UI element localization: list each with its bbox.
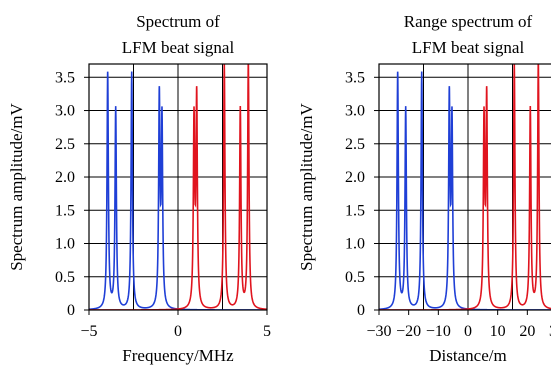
y-tick-label: 2.0 [55, 169, 75, 186]
x-tick-label: 0 [174, 323, 182, 340]
series-line-1 [379, 71, 551, 310]
x-tick-label: 20 [519, 323, 535, 340]
y-tick-label: 0.5 [345, 269, 365, 286]
y-tick-label: 1.5 [345, 202, 365, 219]
x-axis-label: Distance/m [429, 346, 506, 365]
x-tick-label: 30 [549, 323, 551, 340]
chart-title-line: Spectrum of [136, 12, 220, 31]
chart-title-line: LFM beat signal [412, 38, 525, 57]
y-tick-label: 2.5 [55, 136, 75, 153]
chart-title-line: Range spectrum of [404, 12, 533, 31]
y-axis-label: Spectrum amplitude/mV [297, 102, 316, 270]
y-tick-label: 2.5 [345, 136, 365, 153]
chart-title-line: LFM beat signal [122, 38, 235, 57]
x-tick-label: 5 [263, 323, 271, 340]
y-tick-label: 3.0 [55, 103, 75, 120]
x-tick-label: −30 [366, 323, 391, 340]
x-tick-label: −20 [396, 323, 421, 340]
x-tick-label: 10 [490, 323, 506, 340]
y-tick-label: 0.5 [55, 269, 75, 286]
y-tick-label: 3.0 [345, 103, 365, 120]
y-tick-label: 3.5 [55, 69, 75, 86]
y-tick-label: 0 [67, 302, 75, 319]
x-tick-label: −10 [426, 323, 451, 340]
y-tick-label: 1.5 [55, 202, 75, 219]
x-axis-label: Frequency/MHz [122, 346, 234, 365]
y-axis-label: Spectrum amplitude/mV [7, 102, 26, 270]
y-tick-label: 0 [357, 302, 365, 319]
chart-1: Spectrum of LFM beat signal 0 0.5 1.0 1.5 2.0 2… [7, 12, 271, 365]
y-tick-label: 1.0 [55, 236, 75, 253]
chart-2: Range spectrum of LFM beat signal 0 0.5 1.0 1… [297, 12, 551, 365]
y-tick-label: 2.0 [345, 169, 365, 186]
x-tick-label: −5 [80, 323, 97, 340]
y-tick-label: 3.5 [345, 69, 365, 86]
y-tick-label: 1.0 [345, 236, 365, 253]
x-tick-label: 0 [464, 323, 472, 340]
